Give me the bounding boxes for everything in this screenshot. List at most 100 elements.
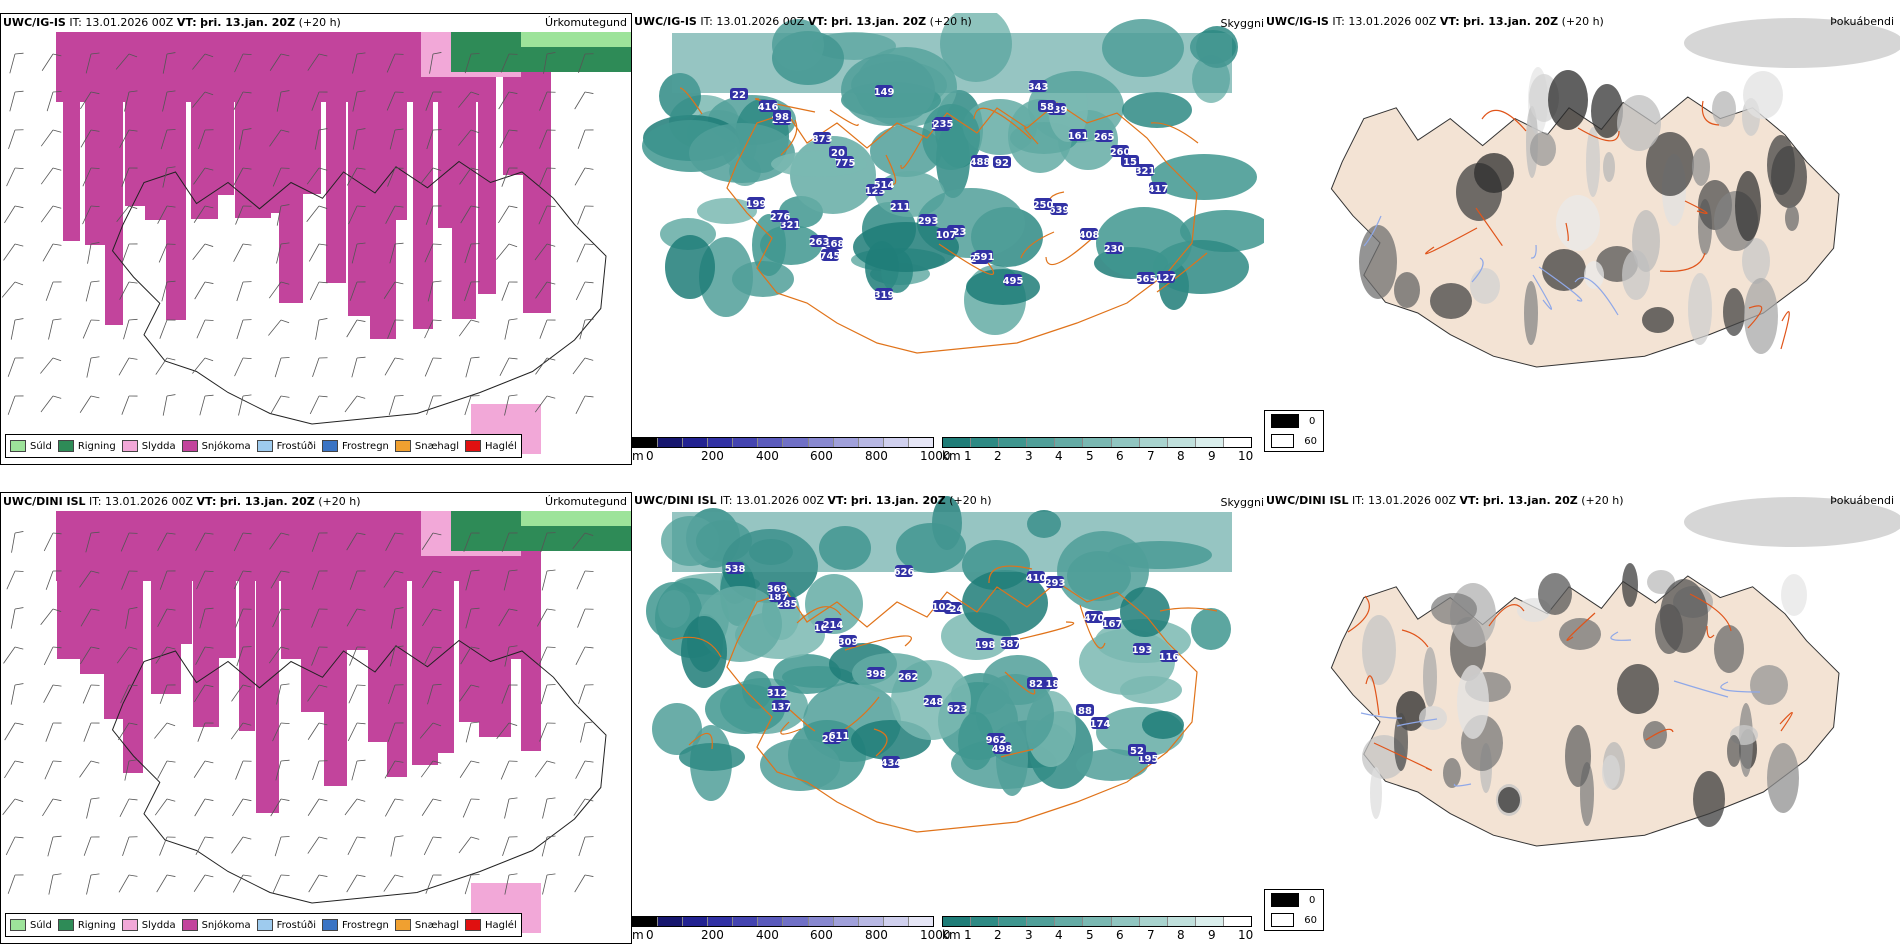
- elevation-cells: [632, 437, 934, 448]
- peak-marker: [1157, 271, 1175, 283]
- peak-label: 211: [890, 202, 911, 213]
- fog-index-area: [1419, 706, 1447, 730]
- wind-barb: [194, 684, 214, 703]
- wind-barb: [85, 280, 100, 302]
- fog-index-panel-top: UWC/IG-IS IT: 13.01.2026 00Z VT: þri. 13…: [1264, 13, 1900, 465]
- colorbar-tick: 9: [1208, 928, 1216, 942]
- wind-barb: [230, 722, 252, 740]
- snow-area: [413, 46, 433, 329]
- road: [1019, 621, 1075, 640]
- wind-barb: [420, 760, 442, 778]
- wind-barb: [162, 394, 176, 416]
- peak-label: 149: [874, 87, 895, 98]
- road: [973, 107, 1032, 140]
- wind-barb: [383, 874, 404, 892]
- wind-barb: [315, 318, 328, 340]
- fog-index-map[interactable]: [1264, 13, 1900, 465]
- peak-marker: [924, 695, 942, 707]
- legend-label: Frostúði: [276, 919, 316, 931]
- road: [938, 243, 995, 275]
- wind-barb: [352, 128, 366, 150]
- precip-type-map[interactable]: [1, 14, 631, 464]
- peak-marker: [1105, 242, 1123, 254]
- road: [844, 635, 912, 651]
- wind-barb: [498, 205, 518, 224]
- river: [1673, 680, 1729, 698]
- peak-marker: [1160, 650, 1178, 662]
- visibility-area: [1076, 749, 1148, 781]
- wind-barb: [541, 569, 556, 591]
- fog-index-area: [1556, 195, 1600, 251]
- wind-barb: [232, 874, 252, 893]
- colorbar-cell: [683, 438, 709, 447]
- init-time: 13.01.2026 00Z: [105, 495, 194, 508]
- wind-barb: [121, 395, 138, 415]
- colorbar-tick: 5: [1086, 449, 1094, 463]
- peak-marker: [821, 249, 839, 261]
- peak-label: 824: [943, 604, 964, 615]
- wind-barb: [234, 357, 252, 377]
- peak-label: 107: [936, 230, 957, 241]
- peak-label: 214: [823, 620, 844, 631]
- wind-barb: [542, 873, 556, 895]
- legend-swatch: [121, 919, 138, 931]
- wind-barb: [4, 760, 24, 779]
- road: [1425, 227, 1478, 255]
- wind-barb: [238, 128, 252, 150]
- init-time: 13.01.2026 00Z: [736, 494, 825, 507]
- peak-label: 565: [1136, 274, 1157, 285]
- wind-barb: [572, 357, 594, 375]
- wind-barb: [4, 205, 24, 224]
- colorbar-cell: [1167, 438, 1196, 447]
- colorbar-tick: 0: [646, 449, 654, 463]
- wind-barb: [192, 243, 214, 261]
- fog-index-area: [1591, 84, 1623, 138]
- peak-label: 538: [725, 564, 746, 575]
- wind-barb: [390, 607, 404, 629]
- wind-barb: [80, 608, 100, 627]
- peak-label: 626: [894, 567, 915, 578]
- wind-barb: [307, 684, 328, 702]
- panel-title: Úrkomutegund: [545, 495, 627, 508]
- fog-index-map[interactable]: [1264, 492, 1900, 944]
- visibility-map[interactable]: 2225277521152349523926041732174514912192…: [632, 13, 1264, 433]
- fog-index-area: [1742, 238, 1770, 284]
- wind-barb: [197, 722, 214, 742]
- model-name: UWC/DINI ISL: [634, 494, 717, 507]
- fog-index-area: [1785, 205, 1799, 231]
- wind-barb: [311, 570, 328, 590]
- wind-barb: [3, 243, 24, 261]
- colorbar-tick: 9: [1208, 449, 1216, 463]
- peak-marker: [895, 565, 913, 577]
- peak-label: 408: [1079, 230, 1100, 241]
- wind-barb: [83, 722, 100, 742]
- wind-barb: [538, 205, 556, 225]
- wind-barb: [233, 91, 252, 111]
- peak-label: 962: [986, 735, 1007, 746]
- road: [873, 728, 888, 757]
- colorbar-tick: 600: [810, 928, 833, 942]
- wind-barb: [195, 532, 214, 551]
- init-time: 13.01.2026 00Z: [85, 16, 174, 29]
- wind-barb: [2, 798, 24, 816]
- colorbar-tick: 800: [865, 928, 888, 942]
- peak-label: 137: [771, 702, 792, 713]
- wind-barb: [162, 166, 176, 188]
- vt-label: VT:: [827, 494, 848, 507]
- precip-type-map[interactable]: [1, 493, 631, 943]
- visibility-map[interactable]: 5382853092626234982931671161372636268245…: [632, 492, 1264, 912]
- wind-barb: [4, 722, 24, 741]
- peak-label: 276: [770, 212, 791, 223]
- lead-time: (+20 h): [298, 16, 341, 29]
- wind-barb: [574, 91, 594, 110]
- wind-barb: [40, 395, 62, 413]
- wind-barb: [115, 53, 138, 70]
- fog-index-area: [1646, 132, 1694, 196]
- colorbar-unit: km: [942, 449, 961, 463]
- peak-marker: [1111, 145, 1129, 157]
- wind-barb: [458, 129, 480, 146]
- wind-barb: [573, 798, 594, 816]
- legend-item-haglél: Haglél: [465, 440, 517, 452]
- wind-barb: [156, 874, 176, 893]
- colorbar-tick: 1000: [920, 449, 951, 463]
